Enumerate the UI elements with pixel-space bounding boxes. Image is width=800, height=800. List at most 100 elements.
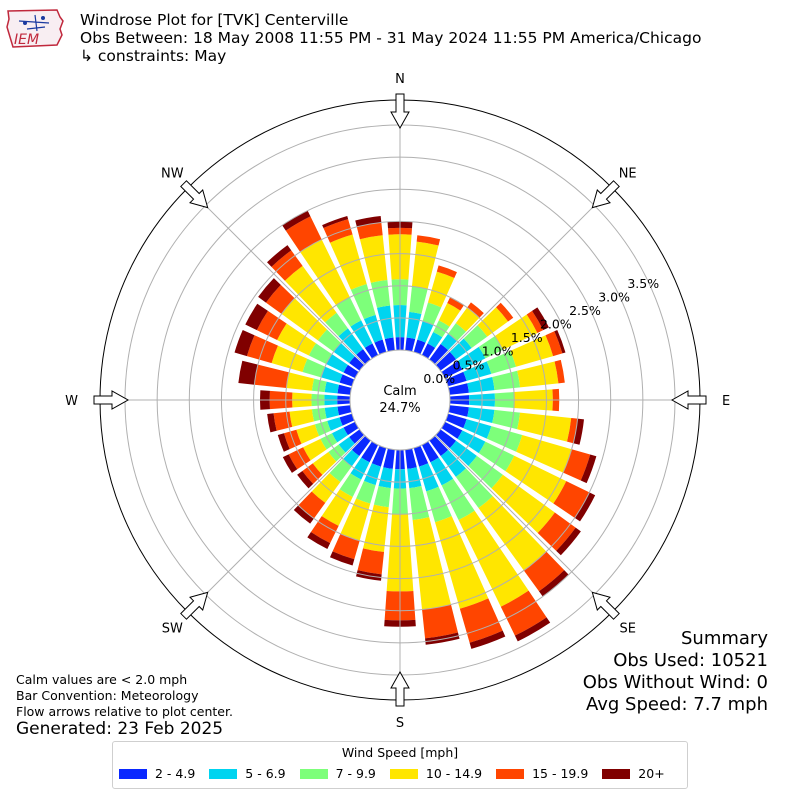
bar-50-bin-2 — [463, 325, 488, 348]
bar-230-bin-3 — [312, 452, 337, 475]
bar-150-bin-3 — [458, 510, 529, 607]
bar-170-bin-3 — [412, 517, 451, 610]
bar-30-bin-0 — [421, 343, 436, 359]
bar-300-bin-5 — [245, 303, 268, 331]
arrow-N — [390, 93, 410, 130]
bar-290-bin-0 — [339, 374, 355, 387]
bar-200-bin-3 — [340, 498, 371, 541]
bar-160-bin-4 — [459, 598, 503, 643]
bar-220-bin-3 — [311, 472, 341, 503]
arrow-E — [670, 390, 707, 410]
bar-330-bin-4 — [285, 216, 322, 252]
bar-20-bin-3 — [427, 271, 455, 308]
bar-230-bin-0 — [349, 429, 365, 444]
bar-10-bin-3 — [411, 241, 439, 290]
bar-30-bin-3 — [438, 303, 461, 327]
bar-280-bin-5 — [238, 360, 258, 385]
cardinal-label-E: E — [722, 394, 730, 409]
bar-130-bin-5 — [556, 527, 581, 556]
bar-140-bin-5 — [538, 570, 569, 597]
grid-spoke-225 — [187, 435, 365, 613]
bar-170-bin-0 — [405, 448, 417, 469]
radial-tick-label-7: 3.5% — [627, 276, 659, 291]
bar-330-bin-1 — [350, 320, 373, 348]
iowa-map-icon: IEM — [6, 9, 64, 48]
chart-notes: Calm values are < 2.0 mph Bar Convention… — [16, 672, 233, 720]
bar-110-bin-4 — [563, 449, 591, 481]
grid-spoke-315 — [187, 187, 365, 365]
bar-50-bin-1 — [449, 338, 472, 360]
arrow-W — [93, 390, 130, 410]
bar-80-bin-3 — [517, 361, 559, 388]
legend-item-4: 15 - 19.9 — [496, 766, 588, 781]
bar-320-bin-0 — [356, 349, 371, 365]
arrow-S — [390, 670, 410, 707]
generated-date: Generated: 23 Feb 2025 — [16, 719, 224, 739]
cardinal-label-N: N — [395, 72, 405, 87]
title-line-1: Windrose Plot for [TVK] Centerville — [80, 11, 349, 29]
bar-340-bin-4 — [323, 219, 353, 243]
bar-320-bin-2 — [325, 312, 348, 337]
bar-70-bin-3 — [510, 335, 554, 367]
bar-150-bin-0 — [421, 441, 439, 463]
bar-170-bin-4 — [422, 604, 458, 639]
bar-20-bin-4 — [436, 265, 457, 278]
direction-arrows — [93, 93, 707, 707]
bar-190-bin-2 — [373, 485, 391, 508]
bar-220-bin-0 — [351, 435, 371, 457]
bar-260-bin-5 — [267, 413, 277, 433]
arrow-NE — [591, 180, 620, 209]
legend-item-3: 10 - 14.9 — [389, 766, 482, 781]
bar-300-bin-2 — [308, 343, 332, 364]
bar-70-bin-5 — [554, 329, 566, 354]
radial-tick-label-3: 1.5% — [511, 330, 543, 345]
bar-20-bin-0 — [413, 339, 426, 355]
bar-50-bin-3 — [477, 307, 509, 337]
bar-190-bin-3 — [363, 504, 389, 553]
chart-title: Windrose Plot for [TVK] Centerville Obs … — [80, 11, 701, 65]
bar-110-bin-5 — [580, 454, 597, 484]
summary-box: Summary Obs Used: 10521 Obs Without Wind… — [583, 628, 768, 716]
legend: Wind Speed [mph] 2 - 4.9 5 - 6.9 7 - 9.9 10… — [112, 741, 688, 789]
bar-220-bin-2 — [329, 459, 352, 483]
bar-340-bin-2 — [350, 283, 376, 320]
bar-70-bin-2 — [486, 350, 517, 374]
bar-280-bin-1 — [324, 381, 340, 394]
radial-tick-label-1: 0.5% — [453, 357, 485, 372]
bar-210-bin-2 — [339, 473, 362, 497]
bar-50-bin-4 — [496, 302, 514, 322]
summary-avg-speed: Avg Speed: 7.7 mph — [586, 694, 768, 715]
bar-340-bin-3 — [329, 234, 367, 290]
bar-40-bin-4 — [467, 302, 484, 318]
bar-40-bin-3 — [455, 307, 480, 332]
bar-210-bin-4 — [310, 516, 339, 544]
grid-spoke-135 — [435, 435, 613, 613]
cardinal-label-SW: SW — [162, 622, 183, 637]
bar-140-bin-2 — [455, 468, 493, 509]
bar-200-bin-1 — [363, 463, 381, 486]
summary-obs-without-wind: Obs Without Wind: 0 — [582, 672, 768, 693]
bar-200-bin-4 — [332, 533, 360, 560]
summary-obs-used: Obs Used: 10521 — [613, 650, 768, 671]
bar-70-bin-4 — [545, 331, 563, 357]
bar-170-bin-1 — [407, 467, 422, 489]
legend-title: Wind Speed [mph] — [341, 745, 459, 760]
cardinal-label-W: W — [65, 394, 78, 409]
bar-170-bin-5 — [425, 632, 460, 645]
bar-250-bin-0 — [339, 413, 355, 426]
bar-130-bin-4 — [537, 512, 576, 551]
bar-290-bin-2 — [302, 358, 325, 378]
bar-280-bin-0 — [337, 384, 352, 395]
note-calm: Calm values are < 2.0 mph — [16, 672, 188, 687]
bar-100-bin-4 — [567, 417, 578, 444]
legend-label-2: 7 - 9.9 — [335, 766, 376, 781]
arrow-SE — [591, 591, 620, 620]
legend-item-1: 5 - 6.9 — [209, 766, 286, 781]
bar-20-bin-1 — [417, 321, 434, 343]
bar-30-bin-4 — [447, 297, 464, 311]
bar-110-bin-3 — [516, 435, 572, 473]
bar-140-bin-1 — [440, 449, 466, 477]
bar-10-bin-2 — [409, 286, 428, 315]
bar-330-bin-0 — [364, 343, 379, 359]
